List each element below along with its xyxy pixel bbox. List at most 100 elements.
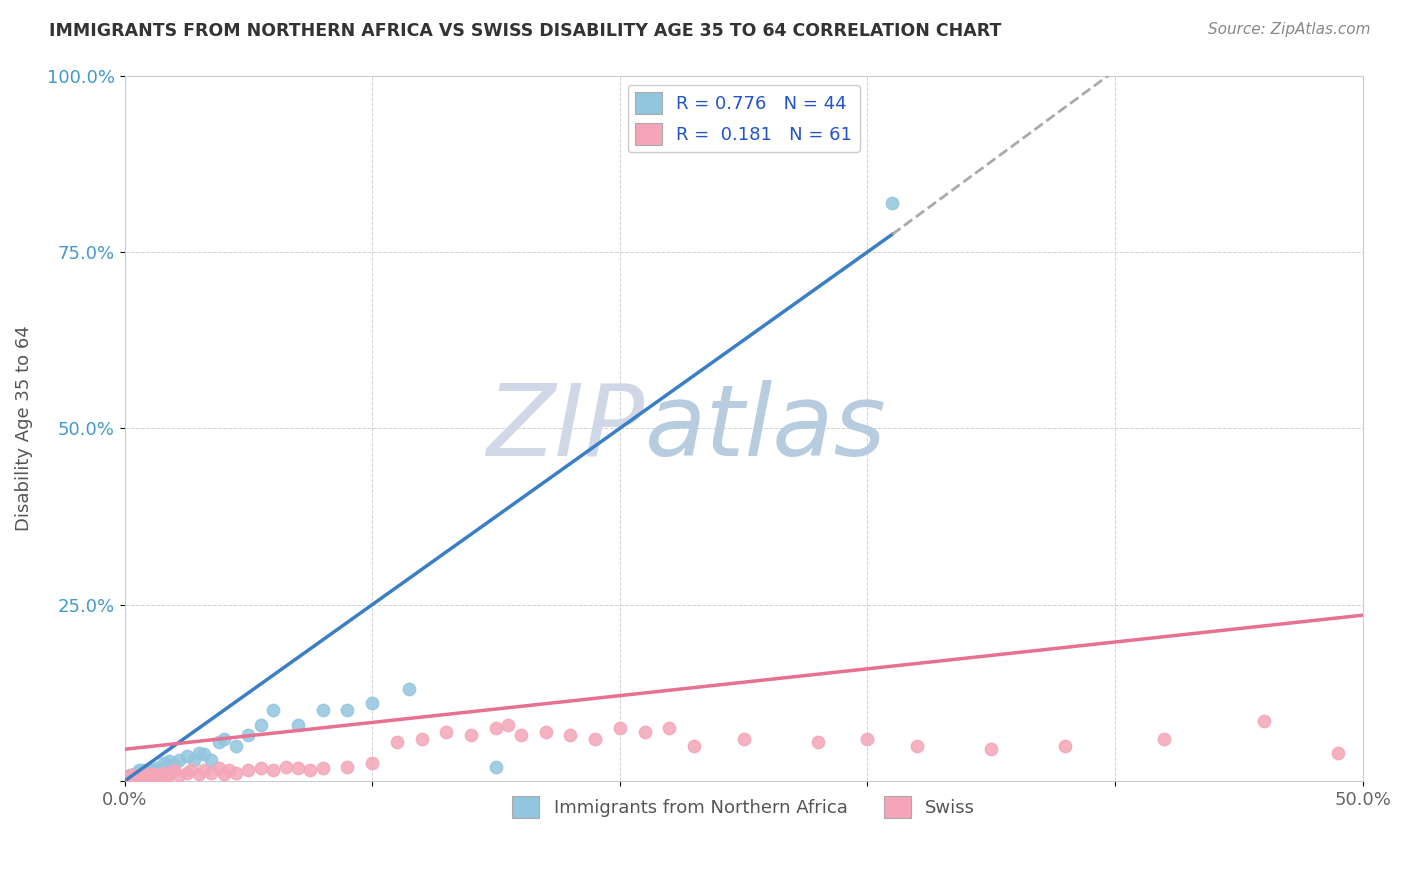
Point xyxy=(361,756,384,771)
Point xyxy=(125,771,148,785)
Point xyxy=(167,768,190,782)
Point xyxy=(212,767,235,781)
Point xyxy=(138,764,160,778)
Point xyxy=(146,761,169,775)
Legend: Immigrants from Northern Africa, Swiss: Immigrants from Northern Africa, Swiss xyxy=(505,789,983,825)
Y-axis label: Disability Age 35 to 64: Disability Age 35 to 64 xyxy=(15,326,32,531)
Point xyxy=(683,739,706,753)
Point xyxy=(124,771,146,785)
Point xyxy=(1326,746,1348,760)
Point xyxy=(336,703,359,717)
Point xyxy=(193,747,215,762)
Point xyxy=(274,760,297,774)
Point xyxy=(460,728,482,742)
Point xyxy=(131,767,153,781)
Point xyxy=(509,728,531,742)
Point xyxy=(148,768,170,782)
Point xyxy=(156,771,179,785)
Point xyxy=(336,760,359,774)
Point xyxy=(411,731,433,746)
Point xyxy=(200,765,222,780)
Point xyxy=(385,735,408,749)
Point xyxy=(118,771,141,785)
Point xyxy=(183,753,205,767)
Text: Source: ZipAtlas.com: Source: ZipAtlas.com xyxy=(1208,22,1371,37)
Point xyxy=(299,764,322,778)
Point xyxy=(361,697,384,711)
Point xyxy=(128,768,150,782)
Point xyxy=(980,742,1002,756)
Point xyxy=(125,767,148,781)
Point xyxy=(609,721,631,735)
Point xyxy=(212,731,235,746)
Point xyxy=(124,767,146,781)
Point xyxy=(262,764,284,778)
Point xyxy=(208,761,231,775)
Point xyxy=(125,771,148,785)
Text: IMMIGRANTS FROM NORTHERN AFRICA VS SWISS DISABILITY AGE 35 TO 64 CORRELATION CHA: IMMIGRANTS FROM NORTHERN AFRICA VS SWISS… xyxy=(49,22,1001,40)
Point xyxy=(633,724,655,739)
Point xyxy=(150,767,173,781)
Text: atlas: atlas xyxy=(644,380,886,476)
Point xyxy=(138,768,160,782)
Point xyxy=(218,764,240,778)
Point xyxy=(121,768,143,782)
Point xyxy=(882,195,904,210)
Point xyxy=(208,735,231,749)
Point xyxy=(128,768,150,782)
Point xyxy=(238,728,260,742)
Point xyxy=(146,771,169,785)
Point xyxy=(134,771,156,785)
Point xyxy=(1253,714,1275,728)
Point xyxy=(143,767,166,781)
Point xyxy=(131,767,153,781)
Point xyxy=(200,753,222,767)
Point xyxy=(118,768,141,782)
Point xyxy=(135,768,157,782)
Point xyxy=(176,765,198,780)
Point xyxy=(225,739,247,753)
Point xyxy=(128,764,150,778)
Point xyxy=(534,724,557,739)
Point xyxy=(180,764,202,778)
Point xyxy=(398,682,420,697)
Point xyxy=(187,767,209,781)
Point xyxy=(157,767,180,781)
Point xyxy=(485,760,508,774)
Point xyxy=(187,746,209,760)
Point xyxy=(167,753,190,767)
Point xyxy=(153,756,176,771)
Point xyxy=(249,761,271,775)
Point xyxy=(138,767,160,781)
Point xyxy=(115,771,138,785)
Point xyxy=(1054,739,1077,753)
Point xyxy=(905,739,928,753)
Point xyxy=(124,771,146,785)
Point xyxy=(560,728,582,742)
Point xyxy=(498,717,520,731)
Point xyxy=(156,760,179,774)
Point xyxy=(238,764,260,778)
Point xyxy=(733,731,755,746)
Point xyxy=(115,771,138,785)
Point xyxy=(134,765,156,780)
Point xyxy=(436,724,458,739)
Point xyxy=(485,721,508,735)
Point xyxy=(143,764,166,778)
Point xyxy=(118,771,141,785)
Point xyxy=(193,764,215,778)
Point xyxy=(131,764,153,778)
Point xyxy=(135,767,157,781)
Point xyxy=(150,761,173,775)
Point xyxy=(121,771,143,785)
Point xyxy=(153,765,176,780)
Point xyxy=(163,764,186,778)
Point xyxy=(312,703,335,717)
Point xyxy=(262,703,284,717)
Text: ZIP: ZIP xyxy=(486,380,644,476)
Point xyxy=(249,717,271,731)
Point xyxy=(163,758,186,772)
Point xyxy=(1153,731,1175,746)
Point xyxy=(807,735,830,749)
Point xyxy=(312,761,335,775)
